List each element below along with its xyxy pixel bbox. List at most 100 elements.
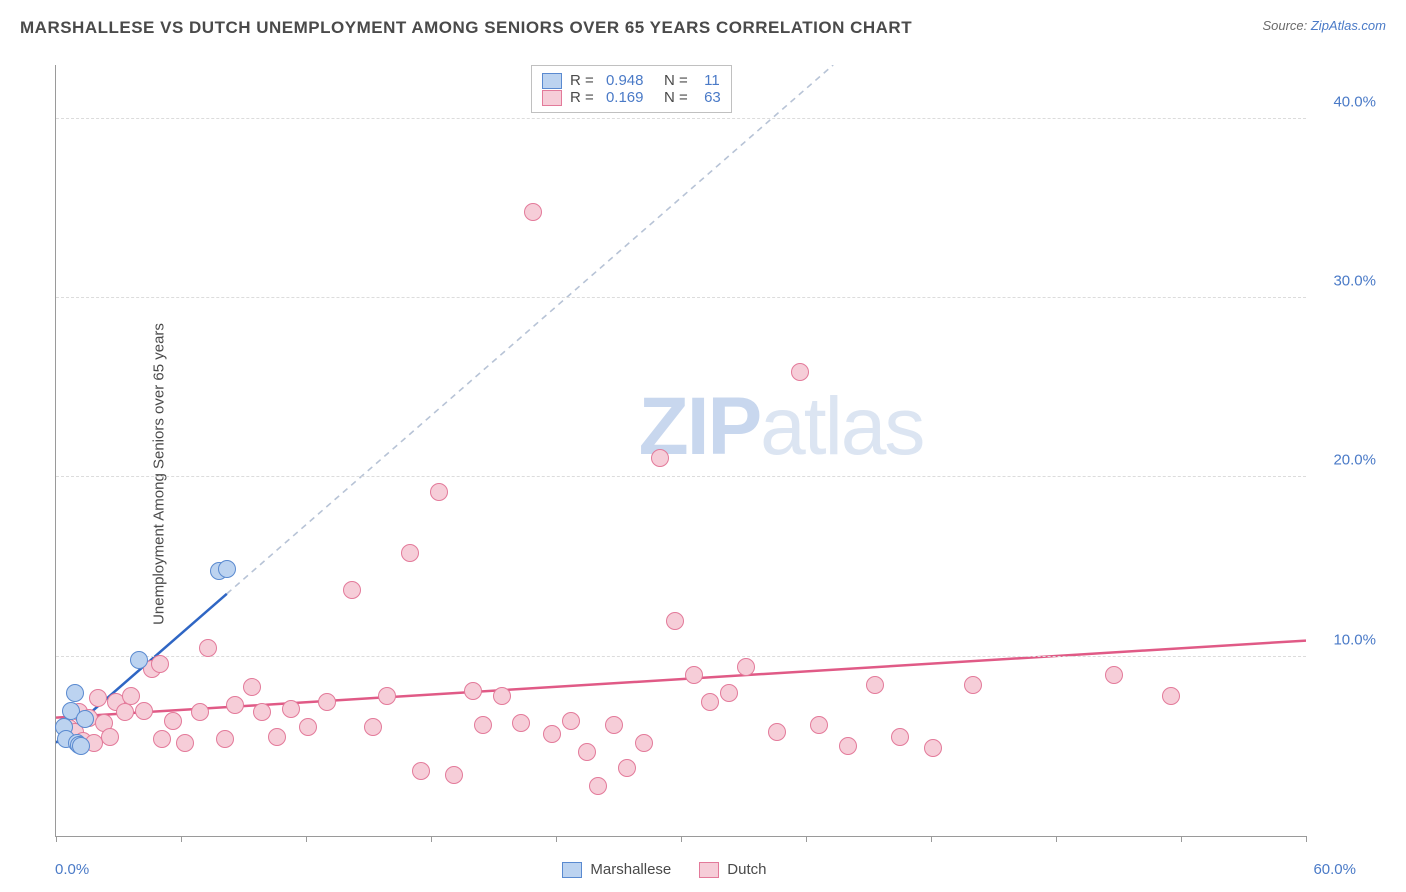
data-point-dutch — [101, 728, 119, 746]
data-point-dutch — [226, 696, 244, 714]
legend-r-label: R = — [570, 89, 598, 106]
legend-r-value: 0.948 — [606, 72, 644, 89]
legend-n-value: 63 — [704, 89, 721, 106]
data-point-dutch — [176, 734, 194, 752]
series-legend-label: Dutch — [727, 861, 766, 878]
source-link[interactable]: ZipAtlas.com — [1311, 18, 1386, 33]
data-point-dutch — [401, 544, 419, 562]
data-point-dutch — [364, 718, 382, 736]
gridline — [56, 656, 1306, 657]
data-point-dutch — [1162, 687, 1180, 705]
data-point-dutch — [562, 712, 580, 730]
legend-swatch-dutch — [699, 862, 719, 878]
data-point-dutch — [866, 676, 884, 694]
x-tick — [1181, 836, 1182, 842]
legend-n-label: N = — [651, 72, 696, 89]
legend-r-value: 0.169 — [606, 89, 644, 106]
data-point-dutch — [378, 687, 396, 705]
y-tick-label: 10.0% — [1333, 631, 1376, 648]
data-point-dutch — [151, 655, 169, 673]
x-tick — [56, 836, 57, 842]
data-point-dutch — [474, 716, 492, 734]
data-point-dutch — [635, 734, 653, 752]
data-point-dutch — [153, 730, 171, 748]
legend-r-label: R = — [570, 72, 598, 89]
data-point-marshallese — [130, 651, 148, 669]
data-point-dutch — [1105, 666, 1123, 684]
x-axis-min-label: 0.0% — [55, 861, 89, 878]
x-tick — [806, 836, 807, 842]
chart-title: MARSHALLESE VS DUTCH UNEMPLOYMENT AMONG … — [20, 18, 912, 38]
chart-header: MARSHALLESE VS DUTCH UNEMPLOYMENT AMONG … — [20, 18, 1386, 38]
x-tick — [931, 836, 932, 842]
data-point-dutch — [299, 718, 317, 736]
x-tick — [1056, 836, 1057, 842]
series-legend-label: Marshallese — [590, 861, 671, 878]
data-point-dutch — [543, 725, 561, 743]
x-tick — [306, 836, 307, 842]
watermark: ZIPatlas — [639, 380, 924, 474]
legend-swatch-dutch — [542, 90, 562, 106]
gridline — [56, 118, 1306, 119]
data-point-dutch — [685, 666, 703, 684]
data-point-dutch — [589, 777, 607, 795]
legend-row-dutch: R = 0.169 N = 63 — [542, 89, 721, 106]
legend-swatch-marshallese — [562, 862, 582, 878]
data-point-marshallese — [76, 710, 94, 728]
legend-row-marshallese: R = 0.948 N = 11 — [542, 72, 721, 89]
data-point-dutch — [651, 449, 669, 467]
x-tick — [431, 836, 432, 842]
data-point-marshallese — [66, 684, 84, 702]
data-point-dutch — [268, 728, 286, 746]
data-point-marshallese — [218, 560, 236, 578]
data-point-dutch — [891, 728, 909, 746]
series-legend: Marshallese Dutch — [562, 861, 766, 878]
data-point-dutch — [810, 716, 828, 734]
data-point-dutch — [282, 700, 300, 718]
data-point-dutch — [578, 743, 596, 761]
data-point-dutch — [666, 612, 684, 630]
x-axis-max-label: 60.0% — [1313, 861, 1356, 878]
data-point-dutch — [135, 702, 153, 720]
watermark-atlas: atlas — [760, 381, 923, 472]
trend-lines — [56, 65, 1306, 836]
data-point-dutch — [89, 689, 107, 707]
data-point-dutch — [768, 723, 786, 741]
gridline — [56, 476, 1306, 477]
data-point-dutch — [430, 483, 448, 501]
data-point-dutch — [164, 712, 182, 730]
y-tick-label: 20.0% — [1333, 452, 1376, 469]
x-tick — [1306, 836, 1307, 842]
series-legend-item-marshallese: Marshallese — [562, 861, 671, 878]
data-point-dutch — [839, 737, 857, 755]
y-tick-label: 30.0% — [1333, 273, 1376, 290]
data-point-dutch — [216, 730, 234, 748]
data-point-dutch — [253, 703, 271, 721]
data-point-dutch — [964, 676, 982, 694]
data-point-marshallese — [72, 737, 90, 755]
data-point-dutch — [493, 687, 511, 705]
data-point-dutch — [701, 693, 719, 711]
data-point-dutch — [524, 203, 542, 221]
plot-area: ZIPatlas R = 0.948 N = 11R = 0.169 N = 6… — [55, 65, 1306, 837]
x-tick — [181, 836, 182, 842]
data-point-dutch — [737, 658, 755, 676]
data-point-dutch — [343, 581, 361, 599]
source-prefix: Source: — [1262, 18, 1310, 33]
data-point-dutch — [464, 682, 482, 700]
data-point-dutch — [512, 714, 530, 732]
correlation-legend: R = 0.948 N = 11R = 0.169 N = 63 — [531, 65, 732, 113]
chart-container: Unemployment Among Seniors over 65 years… — [0, 55, 1406, 892]
gridline — [56, 297, 1306, 298]
source-attribution: Source: ZipAtlas.com — [1262, 18, 1386, 33]
data-point-dutch — [243, 678, 261, 696]
x-tick — [556, 836, 557, 842]
data-point-dutch — [318, 693, 336, 711]
data-point-dutch — [605, 716, 623, 734]
legend-n-value: 11 — [704, 72, 720, 89]
data-point-dutch — [618, 759, 636, 777]
data-point-dutch — [924, 739, 942, 757]
legend-swatch-marshallese — [542, 73, 562, 89]
data-point-dutch — [445, 766, 463, 784]
series-legend-item-dutch: Dutch — [699, 861, 766, 878]
